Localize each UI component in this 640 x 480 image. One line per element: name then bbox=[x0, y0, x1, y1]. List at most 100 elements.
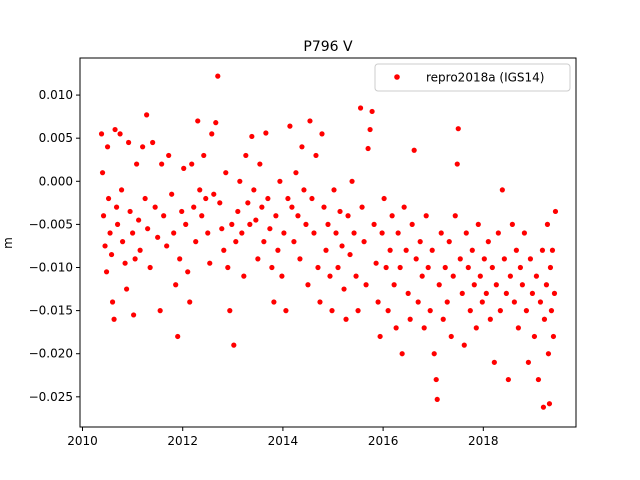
data-point bbox=[425, 264, 431, 271]
data-point bbox=[411, 147, 417, 153]
data-point bbox=[179, 208, 185, 215]
data-point bbox=[189, 161, 195, 167]
data-point bbox=[193, 239, 199, 245]
data-point bbox=[247, 221, 253, 227]
data-point bbox=[301, 187, 307, 193]
data-points bbox=[98, 73, 559, 410]
data-point bbox=[479, 299, 485, 305]
data-point bbox=[551, 290, 558, 296]
data-point bbox=[171, 230, 177, 236]
data-point bbox=[544, 221, 551, 227]
data-point bbox=[119, 239, 126, 245]
data-point bbox=[467, 308, 473, 314]
data-point bbox=[427, 308, 433, 314]
plot-area-frame bbox=[79, 57, 577, 428]
data-point bbox=[122, 260, 128, 266]
data-point bbox=[225, 264, 231, 271]
data-point bbox=[313, 152, 319, 159]
data-point bbox=[140, 144, 146, 150]
data-point bbox=[477, 273, 483, 279]
data-point bbox=[529, 290, 536, 296]
data-point bbox=[365, 145, 371, 152]
data-point bbox=[399, 351, 405, 357]
data-point bbox=[550, 333, 557, 340]
data-point bbox=[203, 195, 209, 202]
data-point bbox=[307, 118, 313, 124]
data-point bbox=[329, 308, 335, 314]
data-point bbox=[442, 264, 448, 271]
data-point bbox=[359, 204, 365, 210]
data-point bbox=[345, 213, 351, 219]
data-point bbox=[552, 208, 559, 215]
data-point bbox=[142, 195, 148, 202]
data-point bbox=[297, 256, 303, 262]
data-point bbox=[137, 247, 143, 253]
data-point bbox=[501, 256, 507, 262]
data-point bbox=[463, 230, 469, 236]
data-point bbox=[509, 221, 515, 227]
data-point bbox=[325, 221, 331, 227]
data-point bbox=[130, 230, 136, 236]
data-point bbox=[183, 221, 189, 227]
data-point bbox=[177, 256, 183, 262]
data-point bbox=[113, 204, 120, 210]
data-point bbox=[265, 195, 271, 202]
data-point bbox=[245, 200, 251, 206]
data-point bbox=[117, 131, 123, 137]
data-point bbox=[371, 221, 377, 227]
data-point bbox=[515, 325, 521, 331]
data-point bbox=[347, 251, 353, 258]
data-point bbox=[241, 273, 247, 279]
data-point bbox=[235, 208, 241, 215]
data-point bbox=[465, 264, 471, 271]
data-point bbox=[255, 256, 261, 262]
data-point bbox=[283, 308, 289, 314]
data-point bbox=[102, 243, 108, 249]
data-point bbox=[363, 282, 369, 288]
data-point bbox=[349, 178, 355, 184]
data-point bbox=[285, 195, 291, 202]
data-point bbox=[187, 299, 193, 305]
data-point bbox=[525, 359, 532, 365]
data-point bbox=[159, 161, 165, 167]
data-point bbox=[341, 286, 347, 292]
data-point bbox=[271, 299, 277, 305]
data-point bbox=[219, 226, 225, 232]
data-point bbox=[393, 325, 399, 331]
data-point bbox=[405, 290, 411, 296]
data-point bbox=[491, 359, 497, 365]
y-tick-label: 0.005 bbox=[39, 131, 73, 145]
data-point bbox=[136, 217, 142, 223]
data-point bbox=[533, 273, 540, 279]
data-point bbox=[547, 264, 554, 271]
data-point bbox=[444, 299, 450, 305]
data-point bbox=[539, 247, 546, 253]
data-point bbox=[361, 239, 367, 245]
data-point bbox=[131, 312, 137, 318]
legend-box bbox=[374, 63, 571, 92]
data-point bbox=[152, 204, 158, 210]
data-point bbox=[277, 178, 283, 184]
data-point bbox=[387, 247, 393, 253]
data-point bbox=[505, 376, 511, 383]
legend: repro2018a (IGS14) bbox=[374, 63, 571, 92]
y-axis-ticks: 0.010 0.005 0.000 −0.005 −0.010 −0.015 −0.020 −… bbox=[29, 88, 80, 404]
data-point bbox=[164, 243, 170, 249]
data-point bbox=[331, 187, 337, 193]
data-point bbox=[305, 282, 311, 288]
y-tick-label: −0.025 bbox=[29, 390, 73, 404]
data-point bbox=[549, 247, 556, 253]
data-point bbox=[545, 351, 552, 357]
data-point bbox=[239, 230, 245, 236]
data-point bbox=[104, 144, 111, 150]
data-point bbox=[395, 230, 401, 236]
data-point bbox=[251, 187, 257, 193]
data-point bbox=[279, 273, 285, 279]
data-point bbox=[127, 208, 133, 215]
data-point bbox=[275, 247, 281, 253]
data-point bbox=[401, 204, 407, 210]
data-point bbox=[337, 208, 343, 215]
x-tick-label: 2018 bbox=[468, 434, 499, 448]
data-point bbox=[221, 247, 227, 253]
